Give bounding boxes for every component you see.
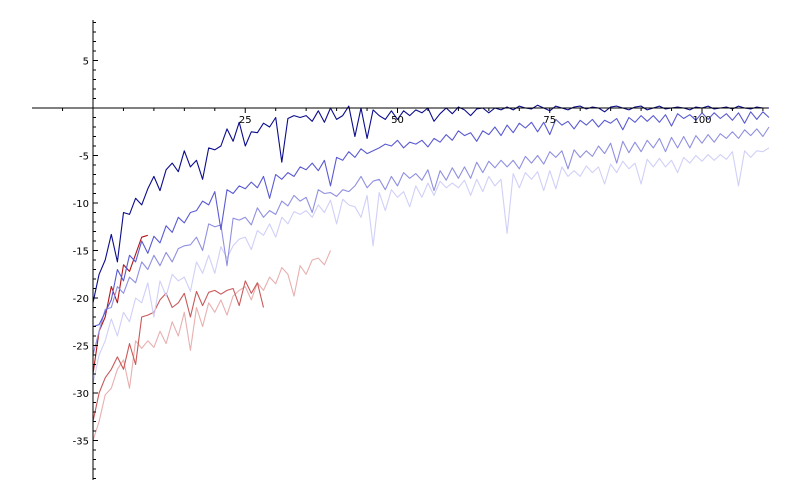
series-line-5 [92,126,770,356]
series-line-1 [92,250,332,441]
y-tick-label: 5 [83,57,89,68]
series-line-7 [92,104,769,303]
series-line-4 [92,147,770,384]
y-tick-label: -25 [73,342,89,353]
x-tick-label: 75 [543,115,556,126]
y-tick-label: -35 [73,437,89,448]
y-tick-label: -10 [73,199,89,210]
y-tick-label: -5 [79,152,89,163]
y-tick-label: -15 [73,247,89,258]
x-tick-label: 25 [239,115,252,126]
axes-layer [32,20,768,480]
series-layer [92,104,770,441]
x-tick-label: 100 [692,115,711,126]
ticks-layer: 25 50 75 100 5 -5 -10 -15 -20 -25 -30 -35 [62,22,764,479]
y-tick-label: -30 [73,389,89,400]
series-line-6 [92,111,770,328]
series-line-2 [92,280,265,422]
series-line-3 [92,234,148,375]
x-tick-label: 50 [391,115,404,126]
y-tick-label: -20 [73,294,89,305]
